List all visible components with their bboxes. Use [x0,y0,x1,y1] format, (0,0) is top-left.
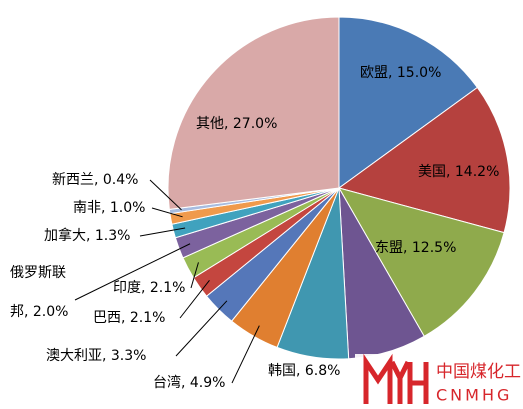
pie-slice [337,86,511,234]
leader-line [74,243,191,301]
data-label: 南非, 1.0% [73,200,145,216]
data-label: 新西兰, 0.4% [52,172,138,188]
data-label: 加拿大, 1.3% [44,227,130,244]
leader-line [175,300,228,357]
watermark-bg [355,354,523,409]
leader-line [190,262,199,289]
data-label: 巴西, 2.1% [93,310,165,326]
leader-line [151,207,183,218]
data-label: 俄罗斯联邦, 2.0% [10,265,68,320]
data-label: 欧盟, 15.0% [360,65,441,81]
watermark-name: 中国煤化工 [436,362,521,382]
leader-line [149,179,182,211]
watermark-code: CNMHG [436,386,512,405]
watermark: 中国煤化工 CNMHG [355,353,523,409]
data-label: 东盟, 12.5% [375,240,456,256]
leader-line [179,279,210,319]
pie-slice [167,16,340,210]
data-label: 台湾, 4.9% [153,374,225,391]
leader-line [231,325,260,384]
leader-line [139,227,186,237]
data-label: 韩国, 6.8% [268,363,340,379]
data-label: 印度, 2.1% [113,280,185,296]
pie-slice [338,16,479,189]
pie-slice [337,187,505,337]
data-label: 美国, 14.2% [418,164,499,180]
data-label: 其他, 27.0% [196,116,277,132]
data-label: 澳大利亚, 3.3% [46,348,146,364]
logo [363,353,429,404]
